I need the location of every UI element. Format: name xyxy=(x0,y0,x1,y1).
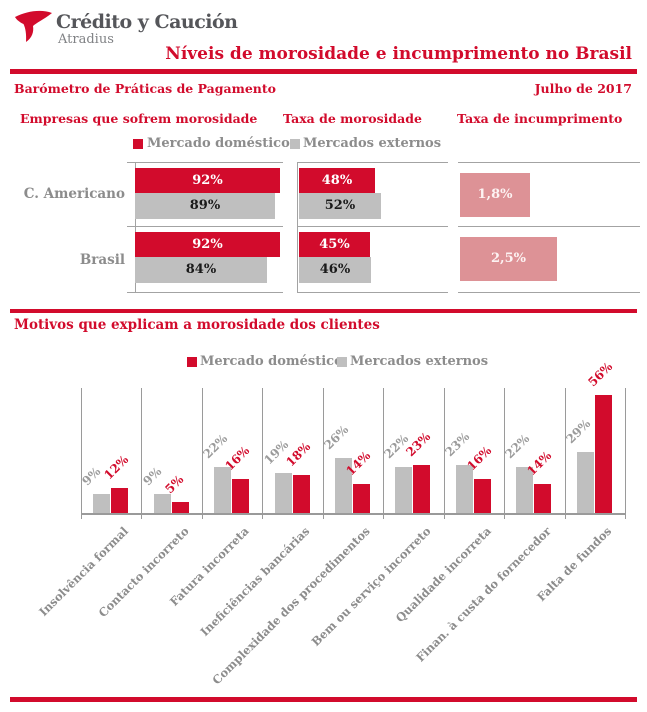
vbar-5-external xyxy=(395,467,412,513)
hbar-1-0-domestic: 48% xyxy=(299,168,375,193)
vbar-1-external xyxy=(154,494,171,513)
vbar-label-1-external: 9% xyxy=(140,464,165,489)
vbar-label-7-external: 22% xyxy=(503,431,533,461)
panel2-line0 xyxy=(458,162,640,163)
vbar-label-4-domestic: 14% xyxy=(343,448,373,478)
legend-domestic-label: Mercado doméstico xyxy=(147,136,290,151)
hbar-0-0-external: 89% xyxy=(135,193,275,219)
x-axis xyxy=(81,513,625,515)
vbar-8-external xyxy=(577,452,594,513)
panel0-line1 xyxy=(127,226,283,227)
grid-separator-3 xyxy=(262,388,263,519)
grid-separator-1 xyxy=(141,388,142,519)
vbar-8-domestic xyxy=(595,395,612,513)
vbar-label-6-external: 23% xyxy=(442,429,472,459)
grid-separator-9 xyxy=(625,388,626,519)
vbar-label-5-domestic: 23% xyxy=(404,429,434,459)
legend2-external-swatch xyxy=(337,357,347,367)
report-date: Julho de 2017 xyxy=(535,81,632,96)
vbar-label-4-external: 26% xyxy=(321,423,351,453)
hbar-1-1-domestic: 45% xyxy=(299,232,370,257)
vbar-4-domestic xyxy=(353,484,370,513)
vbar-3-external xyxy=(275,473,292,513)
vbar-2-external xyxy=(214,467,231,513)
vbar-6-external xyxy=(456,465,473,513)
vbar-0-domestic xyxy=(111,488,128,513)
pinkbox-1: 2,5% xyxy=(460,237,557,281)
legend-external-label: Mercados externos xyxy=(303,136,441,151)
category-label-7: Finan. à custa do fornecedor xyxy=(414,524,555,665)
vbar-label-8-domestic: 56% xyxy=(585,360,615,390)
vbar-3-domestic xyxy=(293,475,310,513)
legend2-external-label: Mercados externos xyxy=(350,354,488,369)
grid-separator-4 xyxy=(323,388,324,519)
vbar-label-7-domestic: 14% xyxy=(525,448,555,478)
vbar-label-0-external: 9% xyxy=(80,464,105,489)
hbar-1-1-external: 46% xyxy=(299,257,371,283)
grid-separator-0 xyxy=(81,388,82,519)
infographic-page: Crédito y Caución Atradius Níveis de mor… xyxy=(0,0,647,712)
panel1-line0 xyxy=(297,162,448,163)
report-name: Barómetro de Práticas de Pagamento xyxy=(14,81,276,96)
brand-name: Crédito y Caución xyxy=(56,11,237,33)
panel1-line2 xyxy=(297,292,448,293)
panel1-axis xyxy=(297,162,298,292)
bottom-divider xyxy=(10,697,637,702)
grid-separator-6 xyxy=(444,388,445,519)
legend2-domestic-swatch xyxy=(187,357,197,367)
vbar-0-external xyxy=(93,494,110,513)
hbar-0-1-domestic: 92% xyxy=(135,232,280,257)
panel1-line1 xyxy=(297,226,448,227)
vbar-2-domestic xyxy=(232,479,249,513)
middle-divider xyxy=(10,309,637,313)
vbar-6-domestic xyxy=(474,479,491,513)
motivos-heading: Motivos que explicam a morosidade dos cl… xyxy=(14,317,380,333)
category-label-5: Bem ou serviço incorreto xyxy=(308,524,433,649)
legend-external-swatch xyxy=(290,139,300,149)
vbar-label-2-external: 22% xyxy=(201,431,231,461)
page-title: Níveis de morosidade e incumprimento no … xyxy=(165,44,632,64)
hbar-0-0-domestic: 92% xyxy=(135,168,280,193)
column-header-empresas: Empresas que sofrem morosidade xyxy=(20,111,257,126)
hbar-0-1-external: 84% xyxy=(135,257,267,283)
row-label-c-americano: C. Americano xyxy=(20,186,125,202)
top-divider xyxy=(10,69,637,74)
legend2-domestic-label: Mercado doméstico xyxy=(200,354,343,369)
panel0-line0 xyxy=(127,162,283,163)
vbar-5-domestic xyxy=(413,465,430,513)
grid-separator-8 xyxy=(565,388,566,519)
row-label-brasil: Brasil xyxy=(20,252,125,268)
category-label-3: Ineficiências bancárias xyxy=(198,524,313,639)
panel0-line2 xyxy=(127,292,283,293)
column-header-incumprimento: Taxa de incumprimento xyxy=(457,111,622,126)
panel2-line1 xyxy=(458,226,640,227)
brand-sub-name: Atradius xyxy=(58,32,114,47)
pinkbox-0: 1,8% xyxy=(460,173,530,217)
vbar-1-domestic xyxy=(172,502,189,513)
hbar-1-0-external: 52% xyxy=(299,193,381,219)
vbar-7-domestic xyxy=(534,484,551,513)
vbar-label-8-external: 29% xyxy=(563,416,593,446)
panel2-line2 xyxy=(458,292,640,293)
vbar-label-0-domestic: 12% xyxy=(102,452,132,482)
legend-domestic-swatch xyxy=(133,139,143,149)
credito-y-caucion-logo-icon xyxy=(13,9,55,49)
column-header-morosidade: Taxa de morosidade xyxy=(283,111,422,126)
